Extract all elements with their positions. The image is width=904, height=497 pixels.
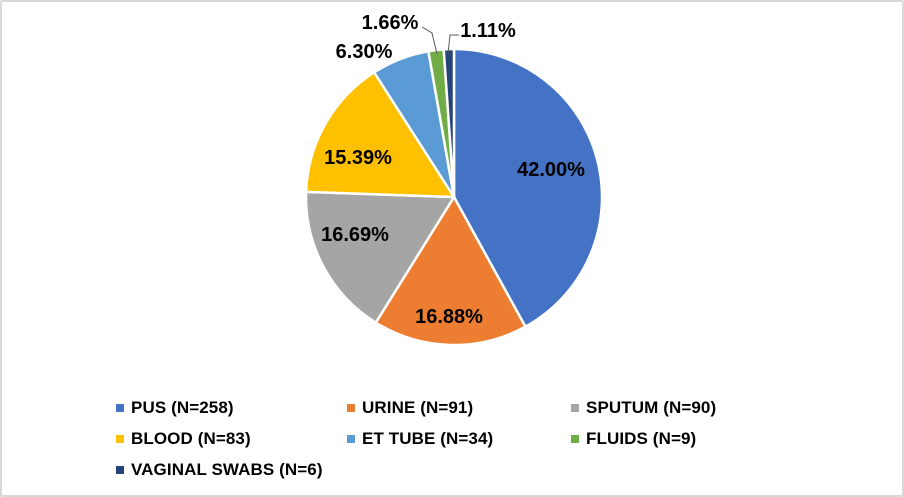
legend-swatch-vaginal-swabs <box>116 465 124 474</box>
pie-slice-pus <box>452 47 604 328</box>
leader-line-vaginal-swabs <box>447 34 459 55</box>
legend-item-et-tube: ET TUBE (N=34) <box>347 429 571 449</box>
pie-slice-blood <box>304 71 456 199</box>
data-label-urine: 16.88% <box>415 306 483 328</box>
pie-slice-urine <box>374 195 527 347</box>
legend-label-vaginal-swabs: VAGINAL SWABS (N=6) <box>131 459 323 479</box>
leader-line-fluids <box>421 26 438 55</box>
legend-label-blood: BLOOD (N=83) <box>131 428 251 448</box>
data-label-fluids: 1.66% <box>362 12 419 34</box>
data-label-sputum: 16.69% <box>321 224 389 246</box>
data-label-et-tube: 6.30% <box>336 41 393 63</box>
legend-item-urine: URINE (N=91) <box>347 398 571 418</box>
data-label-vaginal-swabs: 1.11% <box>460 20 516 42</box>
legend-item-vaginal-swabs: VAGINAL SWABS (N=6) <box>116 460 347 480</box>
chart-legend: PUS (N=258) URINE (N=91) SPUTUM (N=90) BLOO… <box>116 392 876 485</box>
legend-swatch-urine <box>347 403 355 412</box>
legend-swatch-fluids <box>571 434 579 443</box>
legend-label-fluids: FLUIDS (N=9) <box>586 428 697 448</box>
data-label-pus: 42.00% <box>517 159 585 181</box>
legend-item-blood: BLOOD (N=83) <box>116 429 347 449</box>
legend-item-pus: PUS (N=258) <box>116 398 347 418</box>
legend-label-urine: URINE (N=91) <box>362 397 474 417</box>
legend-label-sputum: SPUTUM (N=90) <box>586 397 717 417</box>
legend-label-pus: PUS (N=258) <box>131 397 234 417</box>
legend-item-sputum: SPUTUM (N=90) <box>571 398 876 418</box>
pie-chart: 42.00% 16.88% 16.69% 15.39% 6.30% 1.66% 1.11% <box>304 12 604 347</box>
legend-swatch-et-tube <box>347 434 355 443</box>
legend-swatch-pus <box>116 403 124 412</box>
pie-slice-sputum <box>304 190 456 324</box>
data-label-blood: 15.39% <box>324 147 392 169</box>
legend-swatch-sputum <box>571 403 579 412</box>
legend-item-fluids: FLUIDS (N=9) <box>571 429 876 449</box>
legend-swatch-blood <box>116 434 124 443</box>
legend-label-et-tube: ET TUBE (N=34) <box>362 428 494 448</box>
